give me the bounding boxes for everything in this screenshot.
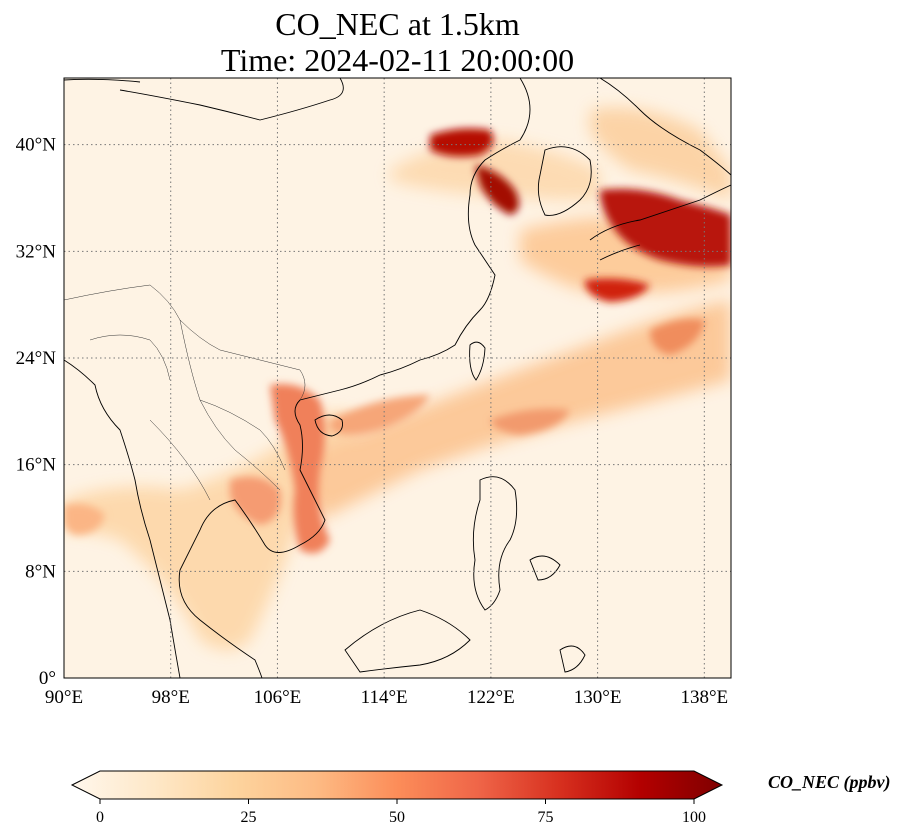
map-gridlines	[64, 78, 731, 678]
colorbar-label: CO_NEC (ppbv)	[768, 772, 891, 792]
latitude-tick-label: 24°N	[16, 348, 57, 369]
colorbar-tick-label: 50	[389, 809, 405, 826]
co-concentration-field	[64, 107, 731, 650]
map-plot-area	[64, 78, 731, 678]
latitude-tick-label: 40°N	[16, 135, 57, 156]
latitude-tick-label: 32°N	[16, 241, 57, 262]
colorbar: 0 25 50 75 100	[70, 770, 724, 826]
latitude-tick-label: 8°N	[25, 561, 56, 582]
colorbar-tick-label: 0	[96, 809, 104, 826]
map-title-line1: CO_NEC at 1.5km	[275, 6, 520, 42]
colorbar-body	[70, 770, 724, 800]
colorbar-tick-label: 100	[682, 809, 706, 826]
colorbar-ticks: 0 25 50 75 100	[96, 799, 706, 826]
longitude-tick-label: 106°E	[254, 687, 302, 708]
latitude-axis: 0° 8°N 16°N 24°N 32°N 40°N	[16, 135, 57, 689]
map-title-line2: Time: 2024-02-11 20:00:00	[220, 42, 575, 78]
longitude-tick-label: 90°E	[45, 687, 83, 708]
longitude-tick-label: 122°E	[467, 687, 515, 708]
longitude-tick-label: 98°E	[152, 687, 190, 708]
longitude-axis: 90°E 98°E 106°E 114°E 122°E 130°E 138°E	[45, 687, 728, 708]
colorbar-tick-label: 75	[538, 809, 554, 826]
latitude-tick-label: 0°	[39, 668, 56, 689]
country-borders	[64, 284, 306, 501]
map-frame	[63, 77, 732, 679]
latitude-tick-label: 16°N	[16, 455, 57, 476]
longitude-tick-label: 130°E	[574, 687, 622, 708]
colorbar-tick-label: 25	[241, 809, 257, 826]
longitude-tick-label: 114°E	[361, 687, 408, 708]
longitude-tick-label: 138°E	[680, 687, 728, 708]
coastlines	[64, 78, 731, 678]
